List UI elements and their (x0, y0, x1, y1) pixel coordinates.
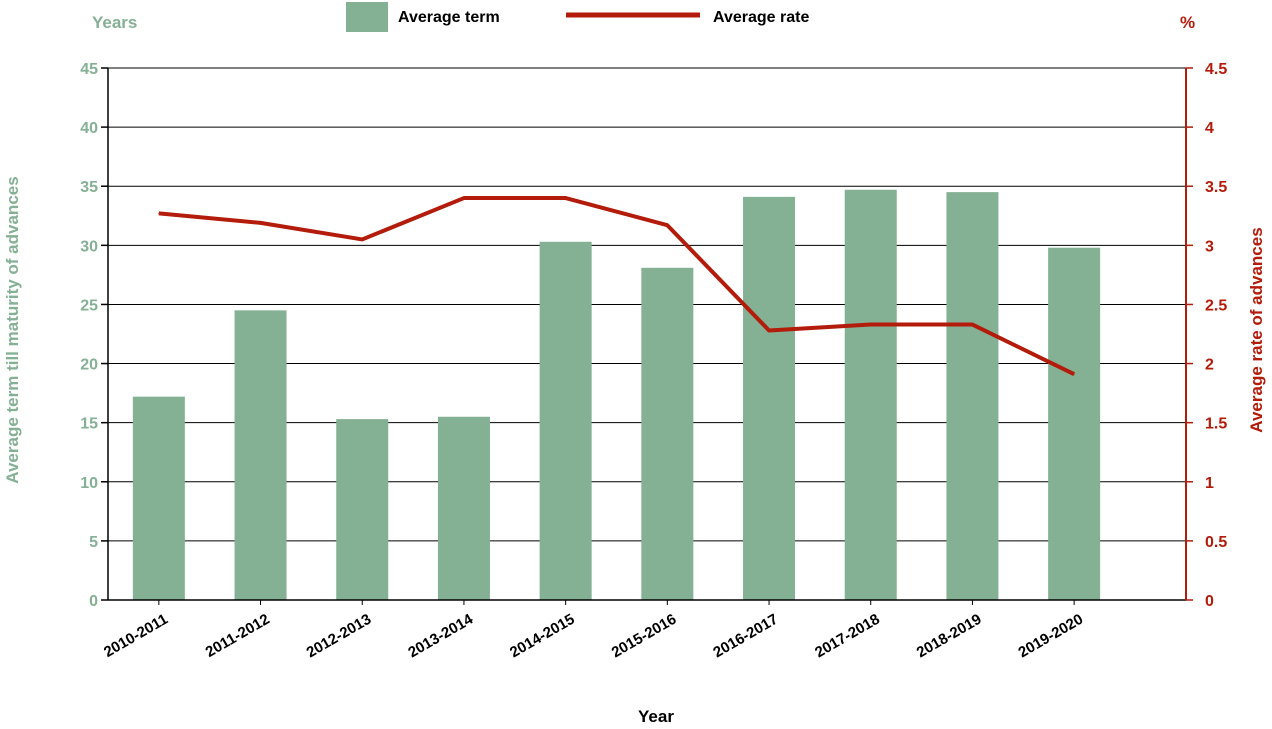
x-tick-label: 2010-2011 (101, 611, 171, 661)
left-tick-label: 25 (80, 297, 98, 314)
point-average-rate (666, 224, 668, 226)
bar-average-term (539, 241, 592, 600)
x-tick-label: 2014-2015 (507, 611, 578, 662)
right-tick-label: 1.5 (1205, 416, 1227, 433)
left-tick-label: 40 (80, 120, 98, 137)
point-average-rate (463, 197, 465, 199)
right-axis-ticks: 0 0.5 1 1.5 2 2.5 3 3.5 4 4.5 (1186, 61, 1227, 610)
bar-average-term (641, 267, 694, 600)
x-tick-label: 2016-2017 (710, 611, 781, 662)
line-average-rate-path (158, 196, 1076, 376)
bar-average-term (132, 396, 185, 600)
axes (107, 68, 1187, 601)
bar-average-term (743, 196, 796, 600)
bars-average-term (132, 189, 1101, 600)
right-tick-label: 3.5 (1205, 179, 1227, 196)
right-tick-label: 2.5 (1205, 297, 1227, 314)
left-tick-label: 30 (80, 238, 98, 255)
legend: Average term Average rate (346, 2, 809, 32)
point-average-rate (158, 212, 160, 214)
x-axis-ticks: 2010-2011 2011-2012 2012-2013 2013-2014 2014… (101, 600, 1086, 661)
x-tick-label: 2012-2013 (304, 611, 375, 662)
x-tick-label: 2011-2012 (203, 611, 273, 661)
right-tick-label: 4.5 (1205, 61, 1227, 78)
point-average-rate (768, 329, 770, 331)
point-average-rate (971, 324, 973, 326)
line-average-rate (158, 196, 1076, 376)
left-tick-label: 20 (80, 357, 98, 374)
x-tick-label: 2013-2014 (405, 610, 476, 661)
right-tick-label: 1 (1205, 475, 1214, 492)
bar-average-term (844, 189, 897, 600)
left-tick-label: 10 (80, 475, 98, 492)
point-average-rate (565, 197, 567, 199)
right-tick-label: 2 (1205, 357, 1214, 374)
bar-average-term (234, 310, 287, 600)
bar-average-term (336, 419, 389, 600)
point-average-rate (870, 324, 872, 326)
right-axis-title: Average rate of advances (1247, 227, 1266, 432)
left-axis-ticks: 0 5 10 15 20 25 30 35 40 45 (80, 61, 108, 610)
point-average-rate (361, 238, 363, 240)
left-axis-unit: Years (92, 13, 137, 32)
point-average-rate (1073, 373, 1075, 375)
legend-label-average-term: Average term (398, 9, 500, 26)
x-tick-label: 2017-2018 (812, 611, 883, 662)
bar-average-term (946, 192, 999, 600)
right-tick-label: 3 (1205, 238, 1214, 255)
legend-label-average-rate: Average rate (713, 9, 809, 26)
x-tick-label: 2015-2016 (609, 611, 680, 662)
left-axis-title: Average term till maturity of advances (3, 176, 22, 483)
left-tick-label: 5 (89, 534, 98, 551)
right-tick-label: 4 (1205, 120, 1214, 137)
bar-average-term (437, 416, 490, 600)
x-axis-title: Year (638, 707, 674, 726)
bar-average-term (1048, 247, 1101, 600)
point-average-rate (260, 222, 262, 224)
legend-swatch-average-term (346, 2, 388, 32)
left-tick-label: 45 (80, 61, 98, 78)
left-tick-label: 15 (80, 416, 98, 433)
left-tick-label: 35 (80, 179, 98, 196)
left-tick-label: 0 (89, 593, 98, 610)
right-tick-label: 0 (1205, 593, 1214, 610)
right-tick-label: 0.5 (1205, 534, 1227, 551)
x-tick-label: 2018-2019 (914, 611, 985, 662)
x-tick-label: 2019-2020 (1016, 611, 1087, 662)
right-axis-unit: % (1180, 13, 1195, 32)
